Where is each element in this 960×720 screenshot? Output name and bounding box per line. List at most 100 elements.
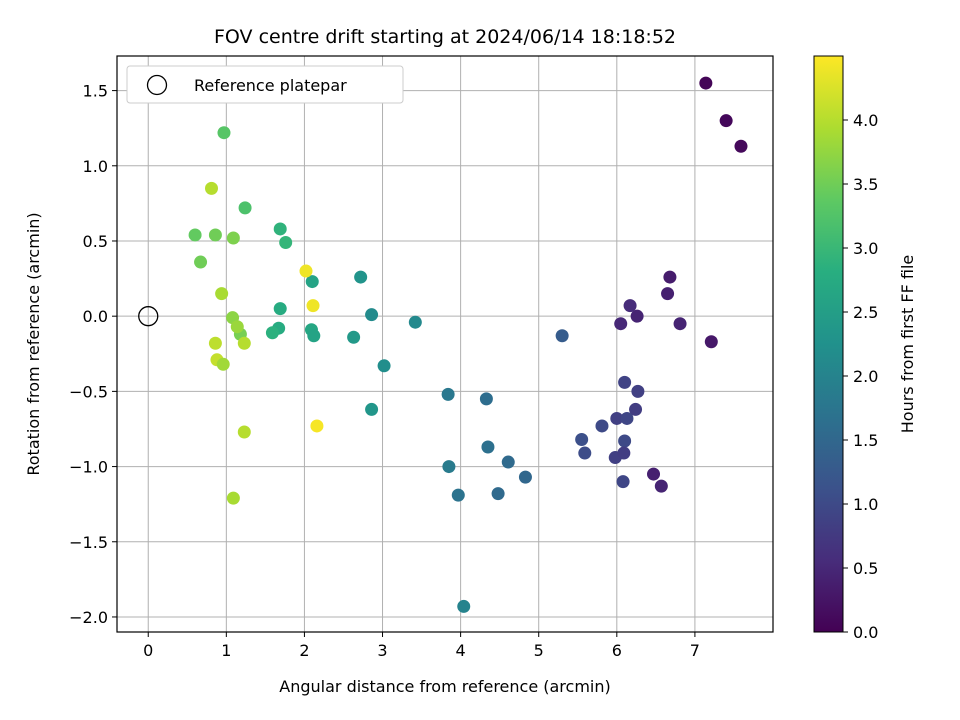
scatter-point	[457, 599, 471, 613]
legend-label: Reference platepar	[194, 76, 347, 95]
scatter-point	[719, 114, 733, 128]
x-tick-label: 1	[221, 641, 231, 660]
scatter-point	[305, 275, 319, 289]
colorbar-tick-label: 0.0	[853, 623, 878, 642]
scatter-point	[208, 228, 222, 242]
y-tick-label: 1.5	[83, 82, 108, 101]
legend: Reference platepar	[126, 65, 404, 104]
x-tick-label: 0	[143, 641, 153, 660]
scatter-point	[237, 425, 251, 439]
scatter-point	[237, 336, 251, 350]
x-tick-label: 3	[377, 641, 387, 660]
scatter-point	[273, 302, 287, 316]
scatter-point	[208, 336, 222, 350]
colorbar-tick-label: 3.0	[853, 239, 878, 258]
scatter-point	[734, 139, 748, 153]
y-tick-label: −2.0	[69, 608, 108, 627]
scatter-point	[279, 235, 293, 249]
y-tick-label: 1.0	[83, 157, 108, 176]
scatter-points	[188, 76, 748, 613]
scatter-point	[618, 434, 632, 448]
scatter-point	[273, 222, 287, 236]
y-tick-label: 0.5	[83, 232, 108, 251]
scatter-point	[442, 460, 456, 474]
scatter-point	[479, 392, 493, 406]
y-tick-label: 0.0	[83, 307, 108, 326]
scatter-point	[595, 419, 609, 433]
scatter-point	[408, 315, 422, 329]
scatter-point	[661, 287, 675, 301]
scatter-point	[620, 411, 634, 425]
colorbar-tick-label: 1.0	[853, 495, 878, 514]
y-tick-label: −1.5	[69, 533, 108, 552]
scatter-point	[623, 299, 637, 313]
scatter-point	[610, 411, 624, 425]
scatter-point	[365, 308, 379, 322]
x-tick-label: 2	[299, 641, 309, 660]
scatter-point	[699, 76, 713, 90]
x-axis-label: Angular distance from reference (arcmin)	[279, 677, 610, 696]
y-axis-label: Rotation from reference (arcmin)	[24, 212, 43, 475]
scatter-point	[555, 329, 569, 343]
colorbar-gradient	[813, 55, 844, 633]
scatter-point	[307, 329, 321, 343]
scatter-point	[617, 446, 631, 460]
colorbar-tick-label: 3.5	[853, 175, 878, 194]
scatter-point	[230, 320, 244, 334]
scatter-point	[501, 455, 515, 469]
scatter-point	[216, 357, 230, 371]
scatter-point	[204, 181, 218, 195]
colorbar-tick-label: 2.5	[853, 303, 878, 322]
legend-marker-open-circle	[146, 74, 168, 96]
scatter-point	[663, 270, 677, 284]
plot-frame	[116, 55, 774, 633]
x-axis-ticks: 0 1 2 3 4 5 6 7	[143, 632, 700, 660]
scatter-point	[654, 479, 668, 493]
scatter-point	[673, 317, 687, 331]
scatter-point	[347, 330, 361, 344]
scatter-point	[365, 402, 379, 416]
x-tick-label: 5	[534, 641, 544, 660]
reference-platepar-point	[138, 306, 159, 327]
legend-box	[126, 65, 404, 104]
colorbar-ticks: 0.0 0.5 1.0 1.5 2.0 2.5 3.0 3.5 4.0	[843, 111, 878, 642]
scatter-point	[354, 270, 368, 284]
chart-title: FOV centre drift starting at 2024/06/14 …	[214, 26, 676, 48]
scatter-point	[491, 487, 505, 501]
colorbar-tick-label: 4.0	[853, 111, 878, 130]
scatter-point	[578, 446, 592, 460]
scatter-point	[647, 467, 661, 481]
scatter-point	[265, 326, 279, 340]
y-tick-label: −1.0	[69, 458, 108, 477]
scatter-point	[377, 359, 391, 373]
scatter-point	[226, 231, 240, 245]
colorbar-tick-label: 0.5	[853, 559, 878, 578]
scatter-point	[630, 309, 644, 323]
x-tick-label: 6	[612, 641, 622, 660]
colorbar: 0.0 0.5 1.0 1.5 2.0 2.5 3.0 3.5 4.0 Hours from f…	[813, 55, 917, 642]
y-tick-label: −0.5	[69, 382, 108, 401]
reference-marker	[138, 306, 159, 327]
scatter-point	[310, 419, 324, 433]
scatter-point	[616, 475, 630, 489]
scatter-point	[217, 126, 231, 140]
scatter-point	[575, 432, 589, 446]
scatter-point	[299, 264, 313, 278]
x-tick-label: 7	[690, 641, 700, 660]
scatter-point	[629, 402, 643, 416]
scatter-point	[631, 384, 645, 398]
scatter-point	[518, 470, 532, 484]
colorbar-tick-label: 2.0	[853, 367, 878, 386]
scatter-point	[194, 255, 208, 269]
scatter-point	[238, 201, 252, 215]
colorbar-label: Hours from first FF file	[898, 255, 917, 434]
scatter-point	[188, 228, 202, 242]
scatter-point	[306, 299, 320, 313]
scatter-point	[481, 440, 495, 454]
colorbar-tick-label: 1.5	[853, 431, 878, 450]
scatter-point	[226, 491, 240, 505]
scatter-point	[451, 488, 465, 502]
scatter-point	[614, 317, 628, 331]
y-axis-ticks: 1.5 1.0 0.5 0.0 −0.5 −1.0 −1.5 −2.0	[69, 82, 117, 627]
